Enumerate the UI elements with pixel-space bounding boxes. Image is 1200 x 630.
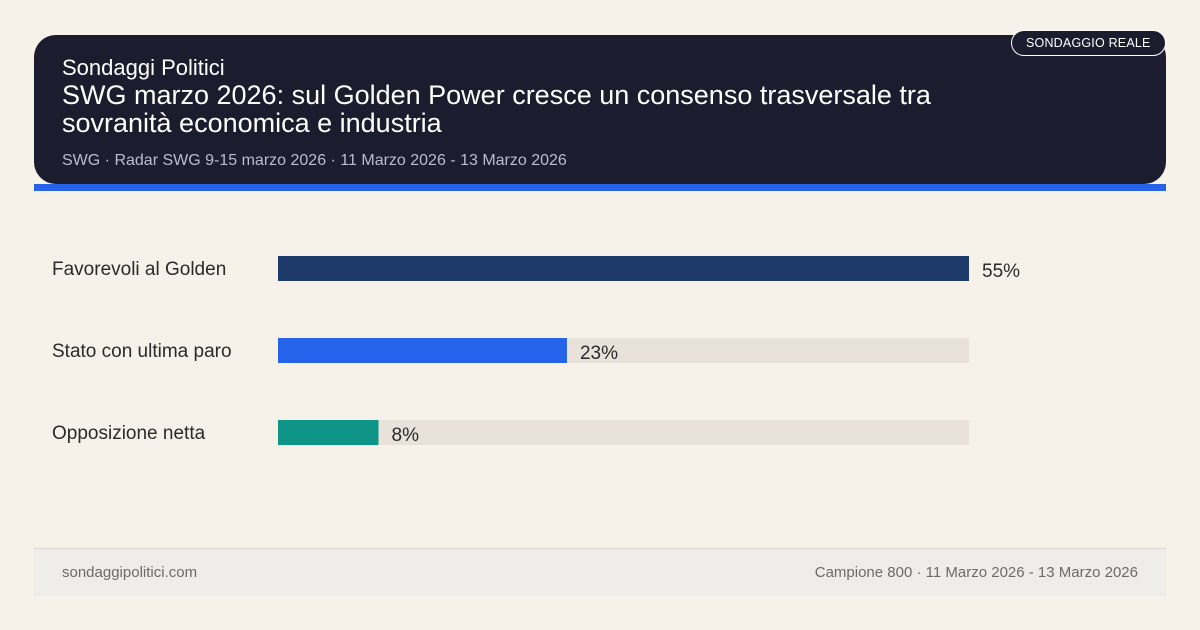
value-label: 55% (982, 261, 1020, 282)
bar (278, 256, 969, 281)
footer: sondaggipolitici.com Campione 800 · 11 M… (34, 548, 1166, 596)
page-title: SWG marzo 2026: sul Golden Power cresce … (62, 80, 931, 138)
brand-name: Sondaggi Politici (62, 55, 225, 80)
value-label: 8% (392, 425, 420, 446)
header-accent-bar (34, 184, 1166, 191)
category-label: Favorevoli al Golden (52, 259, 226, 280)
category-label: Opposizione netta (52, 423, 206, 444)
footer-site-link[interactable]: sondaggipolitici.com (62, 564, 198, 581)
bar-track (278, 420, 969, 445)
poll-subtitle: SWG · Radar SWG 9-15 marzo 2026 · 11 Mar… (62, 152, 567, 169)
footer-sample-info: Campione 800 · 11 Marzo 2026 - 13 Marzo … (814, 564, 1138, 581)
header-panel: Sondaggi Politici SWG marzo 2026: sul Go… (34, 35, 1166, 184)
value-label: 23% (580, 343, 618, 364)
bar (278, 420, 379, 445)
bar (278, 338, 567, 363)
category-label: Stato con ultima paro (52, 341, 232, 362)
real-poll-badge: SONDAGGIO REALE (1011, 30, 1166, 56)
